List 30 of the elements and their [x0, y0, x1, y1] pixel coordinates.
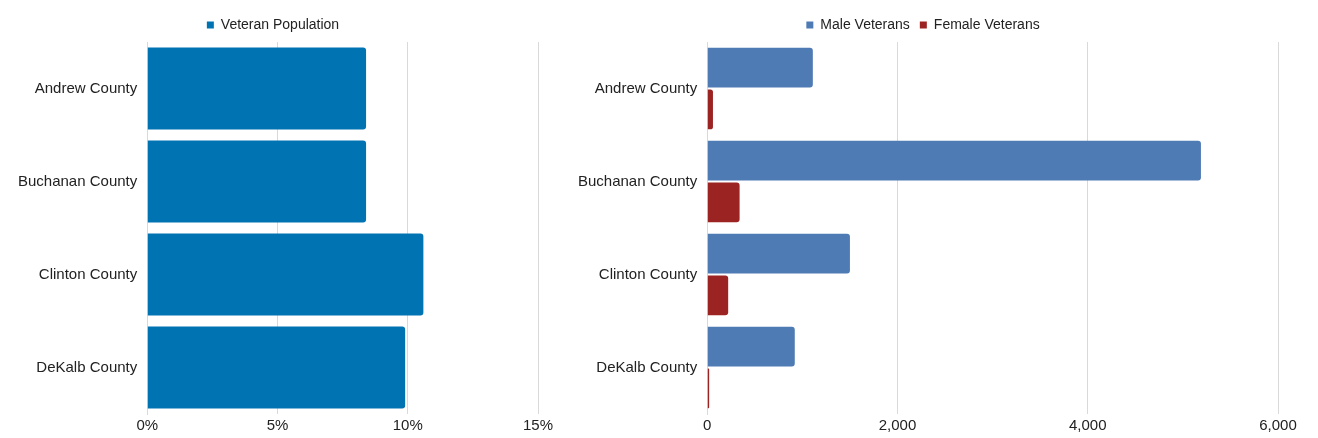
legend-label: Female Veterans — [933, 15, 1040, 32]
bar — [707, 182, 740, 223]
x-tick-label: 10% — [392, 416, 423, 434]
x-tick-label: 6,000 — [1259, 416, 1297, 434]
y-tick-label: Buchanan County — [17, 171, 138, 189]
y-tick-label: DeKalb County — [36, 357, 138, 375]
bar — [707, 275, 729, 316]
bar — [147, 233, 424, 316]
x-tick-label: 4,000 — [1068, 416, 1107, 434]
x-tick-label: 15% — [522, 416, 554, 434]
y-tick-label: DeKalb County — [596, 357, 698, 375]
y-tick-label: Andrew County — [594, 78, 698, 96]
bar — [707, 233, 850, 274]
bar — [707, 47, 813, 88]
x-tick-label: 5% — [266, 416, 289, 434]
bar — [147, 140, 367, 223]
x-tick-label: 0 — [703, 416, 712, 434]
y-tick-label: Clinton County — [598, 264, 698, 282]
bar — [147, 326, 406, 409]
bar — [707, 89, 713, 130]
bar — [147, 47, 367, 130]
legend-label: Male Veterans — [820, 15, 910, 32]
y-tick-label: Clinton County — [38, 264, 138, 282]
bar — [707, 326, 795, 367]
bar — [707, 140, 1201, 181]
y-tick-label: Buchanan County — [577, 171, 698, 189]
legend-label: Veteran Population — [220, 15, 340, 32]
x-tick-label: 0% — [136, 416, 159, 434]
y-tick-label: Andrew County — [34, 78, 138, 96]
x-tick-label: 2,000 — [878, 416, 917, 434]
